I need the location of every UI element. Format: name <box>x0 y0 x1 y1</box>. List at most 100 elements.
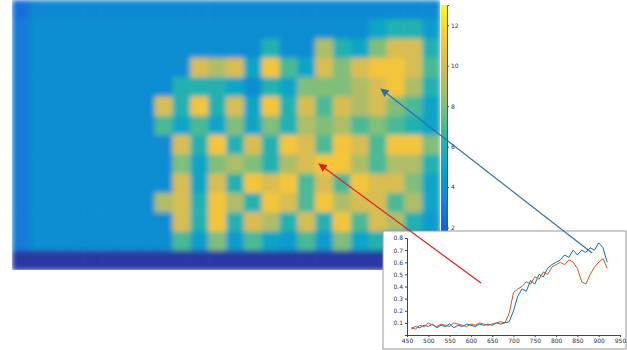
heatmap-cell <box>48 231 66 251</box>
heatmap-cell <box>66 39 84 59</box>
heatmap-cell <box>137 193 155 213</box>
heatmap-cell <box>422 58 440 78</box>
heatmap-cell <box>351 174 369 194</box>
x-tick: 800 <box>551 335 563 344</box>
heatmap-cell <box>137 135 155 155</box>
heatmap-cell <box>226 77 244 97</box>
heatmap-cell <box>119 77 137 97</box>
heatmap-cell <box>101 77 119 97</box>
heatmap-cell <box>422 39 440 59</box>
heatmap-cells <box>12 0 440 270</box>
heatmap-cell <box>30 135 48 155</box>
x-tick: 750 <box>530 335 542 344</box>
heatmap-cell <box>315 154 333 174</box>
x-tick-label: 600 <box>466 337 478 344</box>
heatmap-cell <box>244 154 262 174</box>
heatmap-cell <box>297 251 315 270</box>
inset-panel <box>383 231 626 349</box>
heatmap-cell <box>244 116 262 136</box>
y-tick: 0.3 <box>393 295 407 302</box>
heatmap-cell <box>119 0 137 20</box>
heatmap-cell <box>12 58 30 78</box>
heatmap-cell <box>30 193 48 213</box>
heatmap-cell <box>208 231 226 251</box>
y-tick: 0.7 <box>393 247 407 254</box>
x-tick: 850 <box>572 335 584 344</box>
heatmap-cell <box>333 251 351 270</box>
heatmap-cell <box>137 116 155 136</box>
heatmap-cell <box>208 251 226 270</box>
heatmap-cell <box>315 0 333 20</box>
colorbar-tick-mark <box>447 66 449 67</box>
heatmap-cell <box>83 19 101 39</box>
heatmap-cell <box>119 231 137 251</box>
y-axis-line <box>405 239 408 336</box>
heatmap-cell <box>280 116 298 136</box>
y-tick-mark <box>405 311 407 312</box>
heatmap-cell <box>48 251 66 270</box>
heatmap-cell <box>190 39 208 59</box>
heatmap-cell <box>351 116 369 136</box>
heatmap-cell <box>119 19 137 39</box>
x-tick: 900 <box>593 335 605 344</box>
heatmap-cell <box>422 19 440 39</box>
colorbar-tick-mark <box>447 147 449 148</box>
colorbar-tick: 12 <box>447 22 459 29</box>
heatmap-cell <box>387 116 405 136</box>
heatmap-cell <box>404 96 422 116</box>
heatmap-cell <box>280 212 298 232</box>
heatmap-cell <box>12 0 30 20</box>
heatmap-cell <box>66 0 84 20</box>
heatmap-cell <box>297 19 315 39</box>
heatmap-cell <box>119 116 137 136</box>
heatmap-cell <box>404 77 422 97</box>
heatmap-cell <box>30 174 48 194</box>
heatmap-cell <box>280 96 298 116</box>
heatmap-cell <box>83 116 101 136</box>
heatmap-cell <box>351 231 369 251</box>
heatmap-cell <box>119 135 137 155</box>
heatmap-cell <box>422 96 440 116</box>
y-axis: 0.10.20.30.40.50.60.70.8 <box>393 234 407 335</box>
heatmap-cell <box>422 135 440 155</box>
heatmap-cell <box>155 58 173 78</box>
heatmap-cell <box>12 135 30 155</box>
colorbar-tick-label: 10 <box>451 62 459 69</box>
y-tick-label: 0.1 <box>393 319 403 326</box>
heatmap-cell <box>262 135 280 155</box>
heatmap-cell <box>101 231 119 251</box>
heatmap-cell <box>369 154 387 174</box>
heatmap-cell <box>66 251 84 270</box>
heatmap-cell <box>315 116 333 136</box>
heatmap-cell <box>208 135 226 155</box>
heatmap-cell <box>333 135 351 155</box>
heatmap-cell <box>12 251 30 270</box>
heatmap-cell <box>83 251 101 270</box>
heatmap-cell <box>12 116 30 136</box>
heatmap-cell <box>173 212 191 232</box>
heatmap-cell <box>404 58 422 78</box>
heatmap-cell <box>155 77 173 97</box>
heatmap-cell <box>66 19 84 39</box>
heatmap-cell <box>101 116 119 136</box>
heatmap-cell <box>297 58 315 78</box>
heatmap-cell <box>208 212 226 232</box>
heatmap-cell <box>262 154 280 174</box>
heatmap-cell <box>101 212 119 232</box>
heatmap-cell <box>155 193 173 213</box>
heatmap-cell <box>315 193 333 213</box>
heatmap-cell <box>119 251 137 270</box>
heatmap-cell <box>333 0 351 20</box>
heatmap-cell <box>190 135 208 155</box>
heatmap-cell <box>83 58 101 78</box>
heatmap-cell <box>387 19 405 39</box>
heatmap-cell <box>83 231 101 251</box>
colorbar-tick-mark <box>447 187 449 188</box>
heatmap-cell <box>48 193 66 213</box>
heatmap-cell <box>48 58 66 78</box>
y-tick-mark <box>405 250 407 251</box>
heatmap-cell <box>404 39 422 59</box>
heatmap-cell <box>297 116 315 136</box>
heatmap-cell <box>190 77 208 97</box>
heatmap-cell <box>404 135 422 155</box>
